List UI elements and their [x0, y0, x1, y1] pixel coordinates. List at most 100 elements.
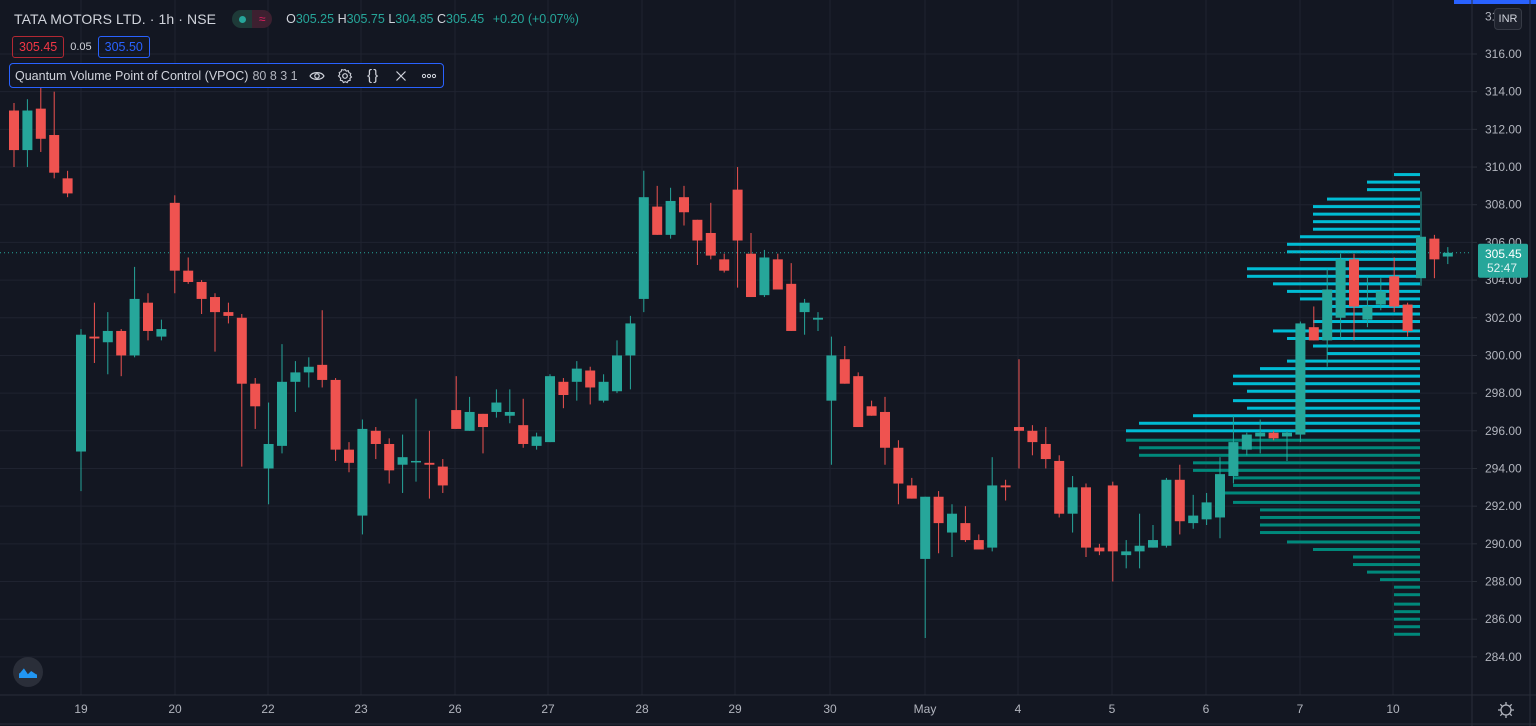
candle[interactable] — [1134, 513, 1145, 569]
candle[interactable] — [759, 249, 770, 298]
candle[interactable] — [987, 457, 998, 552]
candle[interactable] — [1201, 492, 1212, 525]
buy-price-button[interactable]: 305.50 — [97, 36, 150, 58]
candle[interactable] — [947, 504, 957, 558]
candle[interactable] — [183, 257, 194, 284]
candle[interactable] — [1295, 321, 1306, 443]
candle[interactable] — [1228, 415, 1239, 484]
candle[interactable] — [625, 315, 636, 390]
candle[interactable] — [143, 293, 153, 341]
candle[interactable] — [1107, 481, 1118, 582]
candle[interactable] — [277, 344, 287, 454]
candle[interactable] — [129, 266, 140, 358]
candle[interactable] — [22, 99, 33, 168]
price-axis[interactable]: 316.00314.00312.00310.00308.00306.00304.… — [1472, 9, 1522, 664]
candle[interactable] — [169, 195, 180, 294]
candle[interactable] — [116, 329, 127, 377]
candle[interactable] — [585, 366, 596, 405]
candle[interactable] — [1416, 191, 1426, 286]
candle[interactable] — [1014, 359, 1024, 469]
candle[interactable] — [893, 440, 904, 505]
candle[interactable] — [1429, 234, 1440, 279]
candle[interactable] — [853, 372, 864, 428]
candle[interactable] — [250, 378, 261, 429]
candle[interactable] — [1054, 455, 1065, 518]
candle[interactable] — [1349, 253, 1359, 341]
candle[interactable] — [1067, 476, 1078, 533]
candle[interactable] — [839, 346, 850, 384]
candle[interactable] — [612, 340, 622, 394]
candle[interactable] — [451, 376, 462, 429]
sell-price-button[interactable]: 305.45 — [12, 36, 65, 58]
candle[interactable] — [1362, 276, 1373, 328]
candle[interactable] — [1094, 543, 1105, 556]
candle[interactable] — [236, 313, 247, 467]
candle[interactable] — [1282, 430, 1292, 461]
symbol-title[interactable]: TATA MOTORS LTD. · 1h · NSE — [14, 11, 217, 27]
candle[interactable] — [1000, 479, 1011, 501]
candle[interactable] — [518, 398, 529, 448]
settings-gear-icon[interactable] — [1496, 700, 1516, 720]
candle[interactable] — [652, 185, 663, 235]
candle[interactable] — [545, 374, 555, 443]
eye-icon[interactable] — [308, 67, 326, 85]
candle[interactable] — [330, 378, 341, 461]
candle[interactable] — [906, 477, 917, 499]
candle[interactable] — [719, 253, 730, 273]
indicator-legend[interactable]: Quantum Volume Point of Control (VPOC) 8… — [9, 63, 444, 88]
candle[interactable] — [1174, 464, 1185, 535]
candle[interactable] — [920, 496, 931, 639]
candle[interactable] — [1027, 425, 1038, 456]
candle[interactable] — [210, 293, 220, 352]
candle[interactable] — [933, 491, 944, 554]
candle[interactable] — [504, 389, 515, 424]
more-icon[interactable] — [420, 67, 438, 85]
candle[interactable] — [1255, 419, 1266, 454]
candle[interactable] — [76, 329, 86, 492]
candle[interactable] — [1215, 457, 1225, 539]
candle[interactable] — [638, 170, 649, 313]
candle[interactable] — [786, 263, 797, 331]
candle[interactable] — [1322, 268, 1333, 367]
candle[interactable] — [1161, 477, 1172, 548]
candle[interactable] — [478, 413, 488, 454]
candle[interactable] — [531, 432, 542, 450]
candle[interactable] — [370, 427, 381, 460]
candle[interactable] — [799, 298, 810, 335]
candle[interactable] — [692, 219, 703, 266]
candle[interactable] — [491, 389, 502, 418]
currency-button[interactable]: INR — [1494, 8, 1522, 30]
candle[interactable] — [1148, 525, 1158, 548]
tradingview-logo[interactable] — [13, 657, 43, 687]
gear-icon[interactable] — [336, 67, 354, 85]
candle[interactable] — [960, 506, 971, 542]
candle[interactable] — [223, 302, 234, 324]
candle[interactable] — [1081, 483, 1091, 558]
candle[interactable] — [772, 253, 783, 290]
candle[interactable] — [290, 361, 301, 412]
candle[interactable] — [1442, 247, 1453, 265]
candle[interactable] — [303, 357, 314, 388]
candle[interactable] — [1241, 432, 1252, 456]
candle[interactable] — [1268, 430, 1279, 441]
candle[interactable] — [1375, 278, 1386, 311]
candle[interactable] — [558, 378, 569, 409]
candle[interactable] — [384, 438, 395, 484]
candle[interactable] — [665, 187, 676, 239]
candle[interactable] — [880, 396, 890, 465]
candle[interactable] — [571, 361, 582, 401]
source-code-icon[interactable]: { } — [366, 67, 379, 84]
candle[interactable] — [866, 400, 877, 416]
candle[interactable] — [411, 398, 421, 482]
candle[interactable] — [973, 534, 984, 550]
candle[interactable] — [705, 202, 716, 260]
candle[interactable] — [49, 91, 60, 179]
candle[interactable] — [397, 434, 408, 493]
candle[interactable] — [102, 312, 113, 375]
candle[interactable] — [813, 312, 823, 331]
candle[interactable] — [196, 280, 207, 314]
candle[interactable] — [1121, 540, 1132, 569]
candle[interactable] — [1402, 302, 1413, 337]
candle[interactable] — [746, 232, 756, 298]
